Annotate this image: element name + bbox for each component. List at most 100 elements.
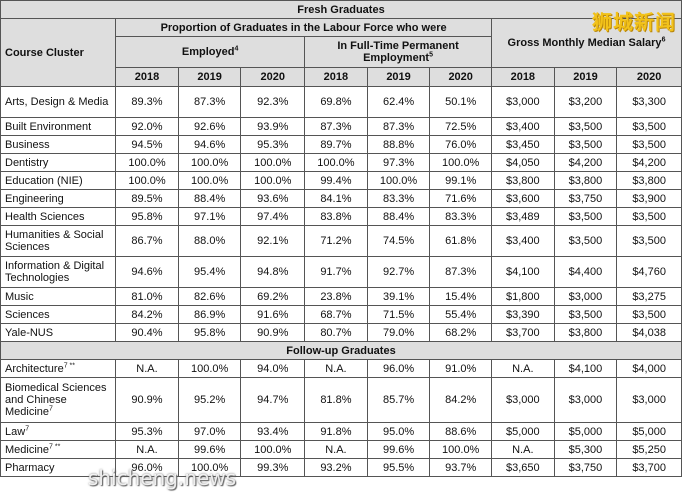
course-name: Biomedical Sciences and Chinese Medicine… [0, 377, 117, 423]
table-row: Humanities & Social Sciences 86.7% 88.0% 92… [0, 225, 682, 257]
value-cell: 87.3% [177, 86, 242, 118]
course-name: Medicine7 ** [0, 440, 117, 459]
value-cell: 84.2% [429, 377, 492, 423]
value-cell: $3,000 [616, 377, 682, 423]
value-cell: 100.0% [240, 171, 306, 190]
table-row: Arts, Design & Media 89.3% 87.3% 92.3% 69.8%… [0, 86, 682, 118]
value-cell: N.A. [304, 359, 368, 378]
value-cell: 94.8% [240, 256, 306, 288]
course-name: Education (NIE) [0, 171, 117, 190]
course-name: Business [0, 135, 117, 154]
value-cell: 87.3% [366, 117, 431, 136]
value-cell: 97.4% [240, 207, 306, 226]
footnote-marker: 7 [25, 424, 30, 432]
year-header: 2019 [553, 67, 618, 87]
value-cell: $4,100 [491, 256, 555, 288]
value-cell: 100.0% [115, 153, 179, 172]
year-header: 2020 [429, 67, 492, 87]
value-cell: 76.0% [429, 135, 492, 154]
value-cell: $3,700 [616, 458, 682, 477]
value-cell: $3,750 [553, 189, 618, 208]
value-cell: 95.3% [240, 135, 306, 154]
value-cell: $5,250 [616, 440, 682, 459]
value-cell: $3,400 [491, 225, 555, 257]
value-cell: 83.3% [429, 207, 492, 226]
value-cell: 92.0% [115, 117, 179, 136]
value-cell: $5,000 [553, 422, 618, 441]
value-cell: $3,000 [491, 86, 555, 118]
value-cell: 86.9% [177, 305, 242, 324]
value-cell: $3,900 [616, 189, 682, 208]
value-cell: 100.0% [177, 171, 242, 190]
value-cell: 88.4% [177, 189, 242, 208]
value-cell: 82.6% [177, 287, 242, 306]
value-cell: $3,000 [491, 377, 555, 423]
value-cell: $1,800 [491, 287, 555, 306]
value-cell: $3,500 [616, 135, 682, 154]
value-cell: $3,000 [553, 287, 618, 306]
value-cell: 88.4% [366, 207, 431, 226]
value-cell: $3,500 [616, 207, 682, 226]
value-cell: 84.1% [304, 189, 368, 208]
year-header: 2020 [240, 67, 306, 87]
value-cell: 91.7% [304, 256, 368, 288]
course-name: Law7 [0, 422, 117, 441]
value-cell: 83.8% [304, 207, 368, 226]
value-cell: $4,200 [616, 153, 682, 172]
value-cell: $3,200 [553, 86, 618, 118]
value-cell: 50.1% [429, 86, 492, 118]
value-cell: $3,500 [553, 225, 618, 257]
course-name: Pharmacy [0, 458, 117, 477]
year-header: 2018 [115, 67, 179, 87]
value-cell: 68.7% [304, 305, 368, 324]
value-cell: 100.0% [429, 153, 492, 172]
value-cell: 100.0% [177, 359, 242, 378]
value-cell: 88.6% [429, 422, 492, 441]
year-header: 2018 [304, 67, 368, 87]
value-cell: $3,700 [491, 323, 555, 342]
table-row: Biomedical Sciences and Chinese Medicine… [0, 377, 682, 423]
value-cell: N.A. [491, 440, 555, 459]
value-cell: 95.2% [177, 377, 242, 423]
value-cell: N.A. [115, 359, 179, 378]
value-cell: 71.2% [304, 225, 368, 257]
value-cell: 95.8% [177, 323, 242, 342]
value-cell: $3,800 [553, 323, 618, 342]
value-cell: 94.6% [115, 256, 179, 288]
value-cell: 97.3% [366, 153, 431, 172]
value-cell: 81.0% [115, 287, 179, 306]
value-cell: 89.3% [115, 86, 179, 118]
value-cell: 99.6% [366, 440, 431, 459]
value-cell: 95.3% [115, 422, 179, 441]
value-cell: $3,800 [616, 171, 682, 190]
value-cell: 100.0% [115, 171, 179, 190]
value-cell: 55.4% [429, 305, 492, 324]
fulltime-header: In Full-Time Permanent Employment5 [304, 36, 492, 68]
value-cell: N.A. [115, 440, 179, 459]
table-row: Architecture7 ** N.A. 100.0% 94.0% N.A. 96.0%… [0, 359, 682, 378]
value-cell: 97.1% [177, 207, 242, 226]
value-cell: 95.4% [177, 256, 242, 288]
value-cell: 80.7% [304, 323, 368, 342]
value-cell: 94.0% [240, 359, 306, 378]
value-cell: 87.3% [304, 117, 368, 136]
value-cell: $3,800 [491, 171, 555, 190]
section-header-row: Follow-up Graduates [0, 341, 682, 360]
site-logo-watermark: 狮城新闻 [592, 10, 676, 34]
footnote-marker: 7 ** [49, 442, 61, 450]
value-cell: 95.8% [115, 207, 179, 226]
value-cell: 71.5% [366, 305, 431, 324]
value-cell: $4,200 [553, 153, 618, 172]
salary-header: Gross Monthly Median Salary6 [491, 18, 682, 68]
value-cell: 100.0% [240, 153, 306, 172]
value-cell: $4,000 [616, 359, 682, 378]
value-cell: 95.5% [366, 458, 431, 477]
course-name: Architecture7 ** [0, 359, 117, 378]
value-cell: 84.2% [115, 305, 179, 324]
value-cell: 85.7% [366, 377, 431, 423]
value-cell: 94.5% [115, 135, 179, 154]
course-name: Yale-NUS [0, 323, 117, 342]
value-cell: 100.0% [240, 440, 306, 459]
value-cell: $3,500 [553, 207, 618, 226]
table-row: Built Environment 92.0% 92.6% 93.9% 87.3% 87.… [0, 117, 682, 136]
